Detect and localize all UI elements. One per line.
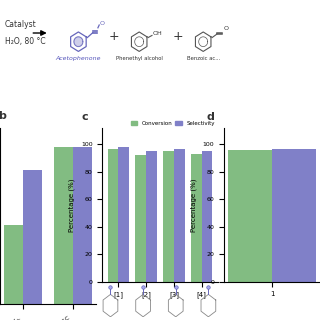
Text: +: + (108, 30, 119, 43)
Text: OH: OH (153, 30, 163, 36)
Bar (163, 151, 174, 282)
Bar (228, 150, 272, 282)
Bar (54, 147, 73, 304)
Bar (272, 148, 316, 282)
Bar (73, 147, 92, 304)
Bar (23, 171, 42, 304)
Text: Phenethyl alcohol: Phenethyl alcohol (116, 56, 163, 60)
Bar (118, 147, 129, 282)
Bar (108, 148, 118, 282)
Bar (202, 151, 212, 282)
Text: Benzoic ac...: Benzoic ac... (187, 56, 220, 60)
Bar (135, 156, 146, 282)
Text: d: d (207, 112, 215, 122)
Y-axis label: Percentage (%): Percentage (%) (191, 178, 197, 232)
Bar (191, 154, 202, 282)
Text: c: c (82, 112, 88, 122)
Y-axis label: Percentage (%): Percentage (%) (69, 178, 76, 232)
Legend: Conversion, Selectivity: Conversion, Selectivity (128, 118, 217, 128)
Text: Acetophenone: Acetophenone (56, 56, 101, 60)
Polygon shape (74, 37, 83, 46)
Text: O: O (223, 26, 228, 31)
Text: H₂O, 80 °C: H₂O, 80 °C (5, 37, 45, 46)
Text: O: O (100, 21, 105, 26)
Text: Catalyst: Catalyst (5, 20, 36, 29)
Bar (146, 151, 157, 282)
Bar (4, 225, 23, 304)
Bar (174, 148, 185, 282)
Text: b: b (0, 111, 6, 121)
Text: +: + (172, 30, 183, 43)
